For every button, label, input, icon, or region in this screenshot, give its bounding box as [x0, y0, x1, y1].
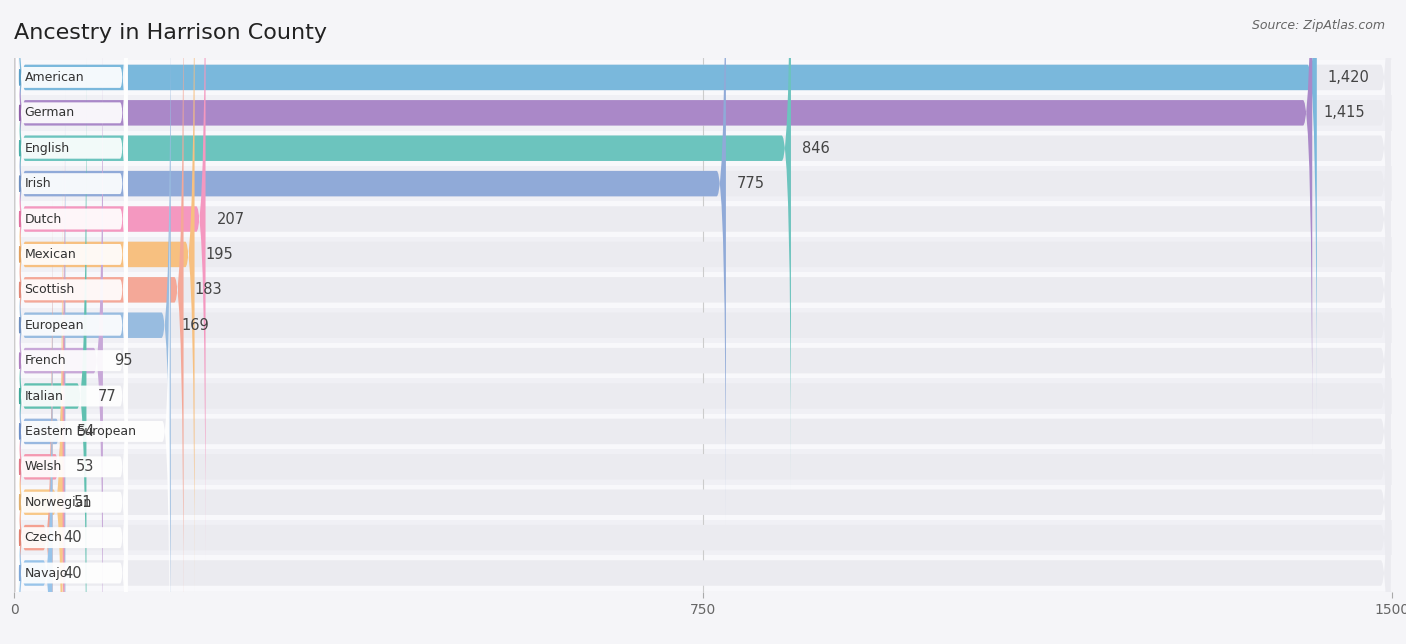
Text: European: European [24, 319, 84, 332]
Text: 95: 95 [114, 353, 132, 368]
FancyBboxPatch shape [15, 88, 128, 633]
FancyBboxPatch shape [15, 158, 170, 644]
FancyBboxPatch shape [14, 131, 1392, 166]
Text: 207: 207 [217, 211, 245, 227]
FancyBboxPatch shape [15, 123, 128, 644]
FancyBboxPatch shape [15, 0, 128, 421]
Text: Mexican: Mexican [24, 248, 76, 261]
FancyBboxPatch shape [15, 0, 725, 525]
Text: American: American [24, 71, 84, 84]
FancyBboxPatch shape [15, 126, 65, 644]
Text: 1,415: 1,415 [1323, 106, 1365, 120]
FancyBboxPatch shape [15, 17, 128, 563]
Text: Eastern European: Eastern European [24, 425, 135, 438]
FancyBboxPatch shape [15, 0, 128, 350]
FancyBboxPatch shape [14, 413, 1392, 449]
FancyBboxPatch shape [15, 0, 194, 596]
FancyBboxPatch shape [15, 55, 86, 644]
Text: Irish: Irish [24, 177, 51, 190]
Text: Czech: Czech [24, 531, 62, 544]
FancyBboxPatch shape [14, 237, 1392, 272]
FancyBboxPatch shape [14, 484, 1392, 520]
FancyBboxPatch shape [15, 0, 1391, 419]
FancyBboxPatch shape [15, 0, 1391, 525]
Text: 40: 40 [63, 530, 82, 545]
FancyBboxPatch shape [15, 19, 1391, 644]
FancyBboxPatch shape [15, 0, 1317, 419]
FancyBboxPatch shape [15, 194, 128, 644]
Text: Italian: Italian [24, 390, 63, 402]
Text: Navajo: Navajo [24, 567, 67, 580]
FancyBboxPatch shape [15, 0, 128, 492]
FancyBboxPatch shape [15, 229, 128, 644]
FancyBboxPatch shape [14, 95, 1392, 131]
FancyBboxPatch shape [15, 0, 128, 386]
Text: 195: 195 [205, 247, 233, 262]
Text: 77: 77 [97, 388, 117, 404]
Text: 53: 53 [76, 459, 94, 475]
Text: Norwegian: Norwegian [24, 496, 91, 509]
Text: French: French [24, 354, 66, 367]
Text: 169: 169 [181, 317, 209, 333]
FancyBboxPatch shape [15, 52, 128, 598]
FancyBboxPatch shape [15, 0, 1391, 631]
FancyBboxPatch shape [15, 0, 1391, 454]
Text: 51: 51 [73, 495, 93, 509]
Text: 40: 40 [63, 565, 82, 580]
FancyBboxPatch shape [14, 378, 1392, 413]
FancyBboxPatch shape [15, 196, 1391, 644]
FancyBboxPatch shape [15, 0, 1312, 454]
Text: 54: 54 [76, 424, 94, 439]
FancyBboxPatch shape [15, 0, 184, 631]
FancyBboxPatch shape [14, 520, 1392, 555]
FancyBboxPatch shape [15, 19, 103, 644]
FancyBboxPatch shape [14, 343, 1392, 378]
FancyBboxPatch shape [15, 0, 792, 489]
Text: 846: 846 [801, 141, 830, 156]
FancyBboxPatch shape [15, 0, 1391, 596]
FancyBboxPatch shape [15, 161, 63, 644]
FancyBboxPatch shape [15, 0, 128, 457]
FancyBboxPatch shape [14, 272, 1392, 308]
FancyBboxPatch shape [15, 265, 128, 644]
Text: 775: 775 [737, 176, 765, 191]
FancyBboxPatch shape [14, 449, 1392, 484]
FancyBboxPatch shape [15, 161, 1391, 644]
Text: Dutch: Dutch [24, 213, 62, 225]
Text: 1,420: 1,420 [1327, 70, 1369, 85]
FancyBboxPatch shape [15, 196, 52, 644]
FancyBboxPatch shape [14, 166, 1392, 202]
FancyBboxPatch shape [15, 90, 1391, 644]
FancyBboxPatch shape [14, 202, 1392, 237]
FancyBboxPatch shape [14, 555, 1392, 591]
Text: English: English [24, 142, 70, 155]
FancyBboxPatch shape [15, 0, 205, 560]
FancyBboxPatch shape [15, 232, 52, 644]
Text: German: German [24, 106, 75, 119]
FancyBboxPatch shape [15, 0, 1391, 489]
FancyBboxPatch shape [14, 308, 1392, 343]
FancyBboxPatch shape [15, 126, 1391, 644]
Text: Welsh: Welsh [24, 460, 62, 473]
FancyBboxPatch shape [15, 0, 170, 644]
Text: Ancestry in Harrison County: Ancestry in Harrison County [14, 23, 328, 43]
FancyBboxPatch shape [15, 0, 128, 527]
FancyBboxPatch shape [15, 55, 1391, 644]
FancyBboxPatch shape [15, 90, 65, 644]
FancyBboxPatch shape [15, 300, 128, 644]
FancyBboxPatch shape [15, 232, 1391, 644]
FancyBboxPatch shape [14, 60, 1392, 95]
Text: Scottish: Scottish [24, 283, 75, 296]
FancyBboxPatch shape [15, 0, 1391, 560]
Text: Source: ZipAtlas.com: Source: ZipAtlas.com [1251, 19, 1385, 32]
FancyBboxPatch shape [15, 0, 1391, 644]
Text: 183: 183 [194, 282, 222, 298]
